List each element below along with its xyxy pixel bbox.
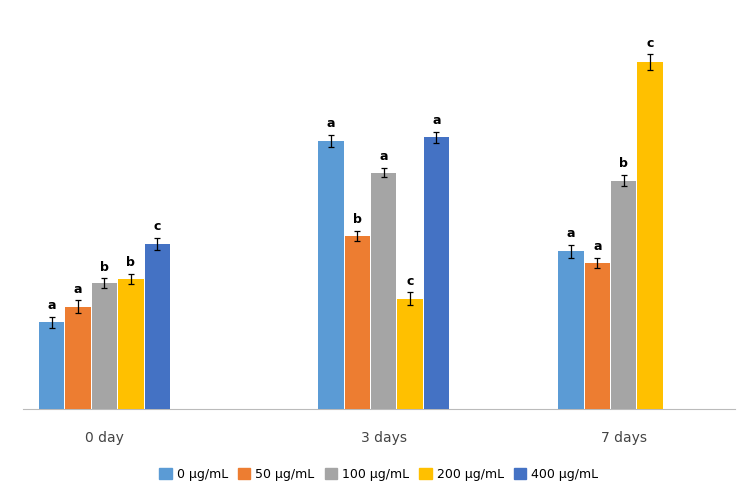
Text: b: b xyxy=(620,157,628,170)
Text: a: a xyxy=(74,282,82,295)
Bar xyxy=(318,141,344,409)
Legend: 0 μg/mL, 50 μg/mL, 100 μg/mL, 200 μg/mL, 400 μg/mL: 0 μg/mL, 50 μg/mL, 100 μg/mL, 200 μg/mL,… xyxy=(154,463,604,486)
Bar xyxy=(638,62,663,409)
Text: c: c xyxy=(406,275,414,288)
Bar xyxy=(424,137,449,409)
Text: a: a xyxy=(47,299,56,312)
Bar xyxy=(585,263,610,409)
Text: b: b xyxy=(127,256,135,269)
Text: 3 days: 3 days xyxy=(361,431,407,445)
Text: a: a xyxy=(432,114,440,127)
Text: a: a xyxy=(327,117,335,130)
Text: b: b xyxy=(100,260,109,273)
Bar xyxy=(118,279,143,409)
Bar xyxy=(558,251,584,409)
Text: c: c xyxy=(154,220,161,233)
Bar xyxy=(39,322,64,409)
Bar xyxy=(398,299,423,409)
Text: c: c xyxy=(646,36,654,50)
Bar xyxy=(145,244,170,409)
Bar xyxy=(92,283,117,409)
Text: b: b xyxy=(352,213,362,226)
Text: a: a xyxy=(567,228,575,241)
Bar xyxy=(344,236,370,409)
Text: a: a xyxy=(380,150,388,163)
Text: 7 days: 7 days xyxy=(601,431,646,445)
Text: a: a xyxy=(593,241,602,253)
Text: 0 day: 0 day xyxy=(85,431,124,445)
Bar xyxy=(611,181,637,409)
Bar xyxy=(65,307,91,409)
Bar xyxy=(371,173,396,409)
